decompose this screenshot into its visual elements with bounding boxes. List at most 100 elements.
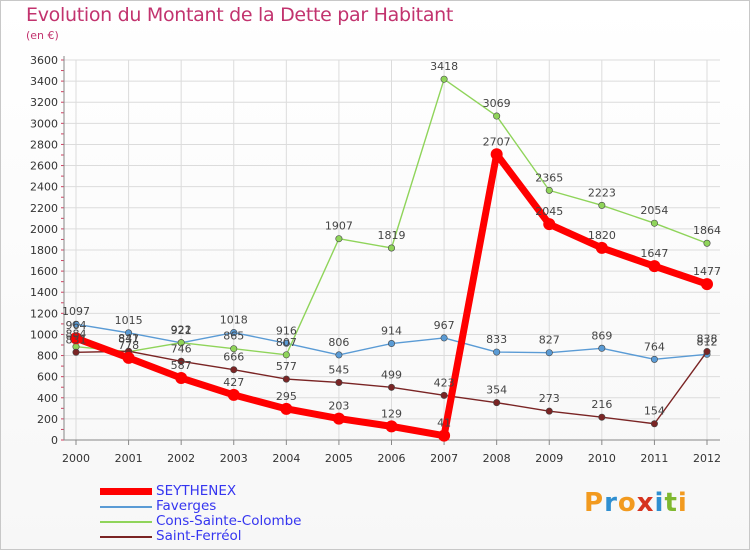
data-label: 3418 bbox=[430, 60, 458, 73]
data-label: 746 bbox=[171, 342, 192, 355]
y-tick-label: 2600 bbox=[30, 160, 58, 173]
x-tick-label: 2005 bbox=[325, 452, 353, 465]
data-label: 1018 bbox=[220, 314, 248, 327]
legend-swatch bbox=[100, 506, 152, 508]
data-label: 2365 bbox=[535, 171, 563, 184]
data-point bbox=[440, 391, 448, 399]
y-tick-label: 1400 bbox=[30, 286, 58, 299]
chart-title: Evolution du Montant de la Dette par Hab… bbox=[26, 4, 454, 26]
data-point bbox=[282, 339, 290, 347]
series bbox=[70, 75, 713, 442]
y-tick-label: 1200 bbox=[30, 307, 58, 320]
data-point bbox=[332, 412, 345, 425]
data-label: 807 bbox=[276, 336, 297, 349]
data-point bbox=[387, 340, 395, 348]
proxiti-logo: Proxiti bbox=[584, 488, 688, 518]
data-point bbox=[230, 345, 238, 353]
x-tick-label: 2006 bbox=[378, 452, 406, 465]
data-label: 41 bbox=[437, 417, 451, 430]
data-point bbox=[175, 372, 188, 385]
data-point bbox=[703, 239, 711, 247]
data-label: 831 bbox=[66, 333, 87, 346]
data-label: 869 bbox=[591, 329, 612, 342]
y-tick-label: 3000 bbox=[30, 117, 58, 130]
data-label: 884 bbox=[66, 328, 87, 341]
data-point bbox=[282, 375, 290, 383]
data-label: 1015 bbox=[115, 314, 143, 327]
data-label: 1477 bbox=[693, 265, 721, 278]
data-point bbox=[335, 378, 343, 386]
data-label: 1647 bbox=[640, 247, 668, 260]
data-point bbox=[387, 244, 395, 252]
data-point bbox=[177, 339, 185, 347]
data-label: 967 bbox=[434, 319, 455, 332]
data-point bbox=[72, 348, 80, 356]
data-label: 865 bbox=[223, 330, 244, 343]
y-tick-label: 2400 bbox=[30, 181, 58, 194]
chart-subtitle: (en €) bbox=[26, 29, 59, 42]
data-point bbox=[70, 332, 82, 345]
data-label: 295 bbox=[276, 390, 297, 403]
data-label: 841 bbox=[118, 332, 139, 345]
legend-swatch bbox=[100, 521, 152, 523]
data-label: 778 bbox=[118, 339, 139, 352]
data-label: 922 bbox=[171, 324, 192, 337]
data-label: 499 bbox=[381, 368, 402, 381]
data-point bbox=[438, 429, 451, 442]
data-point bbox=[227, 388, 240, 401]
data-point bbox=[598, 344, 606, 352]
x-tick-label: 2001 bbox=[115, 452, 143, 465]
data-label: 545 bbox=[328, 363, 349, 376]
x-tick-label: 2011 bbox=[640, 452, 668, 465]
data-label: 3069 bbox=[483, 97, 511, 110]
data-point bbox=[648, 260, 661, 273]
data-label: 2223 bbox=[588, 186, 616, 199]
data-label: 812 bbox=[697, 335, 718, 348]
data-labels: 964 778 587 427 295 203 129 41 2707 2045 1820 1647 1… bbox=[62, 60, 721, 429]
data-point bbox=[440, 75, 448, 83]
data-point bbox=[335, 351, 343, 359]
legend-swatch bbox=[100, 488, 152, 495]
data-point bbox=[703, 348, 711, 356]
data-point bbox=[545, 407, 553, 415]
data-point bbox=[280, 402, 293, 415]
x-tick-label: 2012 bbox=[693, 452, 721, 465]
legend-label: Saint-Ferréol bbox=[156, 528, 242, 544]
data-label: 806 bbox=[328, 336, 349, 349]
data-label: 1864 bbox=[693, 224, 721, 237]
x-tick-label: 2003 bbox=[220, 452, 248, 465]
data-label: 914 bbox=[381, 325, 402, 338]
data-point bbox=[282, 351, 290, 359]
y-tick-label: 200 bbox=[37, 413, 58, 426]
data-point bbox=[493, 348, 501, 356]
data-point bbox=[230, 329, 238, 337]
data-point bbox=[230, 366, 238, 374]
y-tick-label: 3200 bbox=[30, 96, 58, 109]
x-tick-label: 2002 bbox=[167, 452, 195, 465]
data-label: 764 bbox=[644, 340, 665, 353]
data-label: 354 bbox=[486, 384, 507, 397]
x-tick-label: 2004 bbox=[272, 452, 300, 465]
data-point bbox=[650, 355, 658, 363]
data-label: 1819 bbox=[378, 229, 406, 242]
data-point bbox=[598, 413, 606, 421]
y-tick-label: 2800 bbox=[30, 138, 58, 151]
data-label: 154 bbox=[644, 405, 665, 418]
data-label: 427 bbox=[223, 376, 244, 389]
data-label: 577 bbox=[276, 360, 297, 373]
data-point bbox=[490, 148, 503, 161]
legend-swatch bbox=[100, 536, 152, 538]
data-label: 838 bbox=[697, 333, 718, 346]
data-label: 2054 bbox=[640, 204, 668, 217]
y-tick-label: 3600 bbox=[30, 54, 58, 67]
data-label: 587 bbox=[171, 359, 192, 372]
data-label: 833 bbox=[486, 333, 507, 346]
data-label: 2045 bbox=[535, 205, 563, 218]
data-point bbox=[545, 186, 553, 194]
y-tick-label: 2200 bbox=[30, 202, 58, 215]
data-point bbox=[543, 218, 556, 231]
data-label: 827 bbox=[539, 334, 560, 347]
legend-label: SEYTHENEX bbox=[156, 483, 237, 499]
